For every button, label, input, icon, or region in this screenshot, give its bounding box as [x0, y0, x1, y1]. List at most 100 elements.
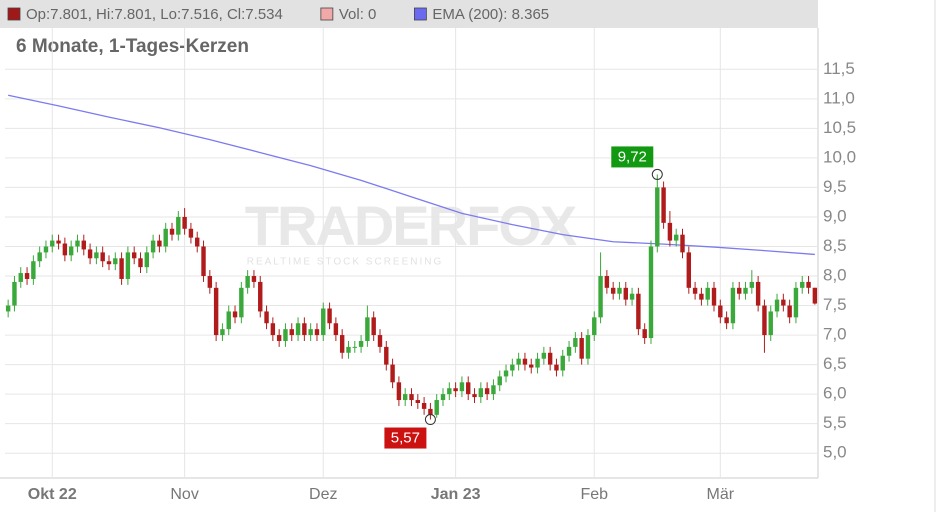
candle-body — [245, 276, 250, 288]
candle-body — [800, 281, 805, 288]
candle-body — [50, 240, 55, 247]
candle-body — [510, 364, 515, 371]
candle-body — [459, 382, 465, 392]
annotation-label: 9,72 — [618, 148, 647, 165]
candle-body — [94, 252, 99, 259]
watermark-subtitle: REALTIME STOCK SCREENING — [247, 257, 444, 268]
candle-body — [201, 246, 206, 277]
x-tick-label: Dez — [309, 486, 337, 503]
legend-swatch — [320, 7, 334, 21]
candle-body — [415, 400, 421, 403]
candle-body — [699, 293, 704, 300]
candle-body — [529, 364, 534, 368]
candle-body — [333, 323, 339, 336]
candle-body — [276, 335, 282, 341]
candle-body — [37, 252, 42, 262]
x-tick-label: Nov — [170, 486, 198, 503]
candle-body — [535, 358, 540, 368]
candle-body — [686, 252, 692, 288]
candle-body — [169, 228, 175, 235]
x-tick-label: Mär — [707, 486, 735, 503]
candle-body — [491, 385, 496, 395]
candle-body — [497, 376, 502, 386]
candle-body — [730, 287, 736, 324]
candle-body — [308, 329, 313, 336]
candle-body — [617, 287, 622, 294]
candle-body — [585, 335, 591, 359]
candle-body — [258, 281, 263, 312]
candle-body — [346, 346, 351, 353]
legend-label: Op:7.801, Hi:7.801, Lo:7.516, Cl:7.534 — [26, 6, 283, 23]
y-tick-label: 8,0 — [823, 265, 847, 284]
candle-body — [163, 228, 168, 247]
candle-body — [516, 358, 521, 365]
candle-body — [629, 293, 635, 300]
candle-body — [579, 338, 584, 359]
candle-body — [610, 287, 616, 294]
candle-body — [314, 329, 320, 336]
candle-body — [503, 370, 509, 377]
candle-body — [636, 293, 641, 330]
candle-body — [327, 308, 332, 324]
candle-body — [434, 400, 439, 415]
candle-body — [743, 287, 748, 294]
candle-body — [428, 408, 433, 415]
legend-swatch — [7, 7, 21, 21]
candle-body — [484, 388, 490, 395]
candle-body — [793, 287, 799, 318]
candle-body — [768, 311, 773, 336]
candle-body — [226, 311, 231, 330]
x-tick-label: Jan 23 — [431, 486, 481, 503]
extreme-marker — [651, 168, 663, 180]
y-tick-label: 9,5 — [823, 177, 847, 196]
y-tick-label: 5,0 — [823, 443, 847, 462]
candle-body — [623, 287, 628, 300]
candle-body — [144, 252, 150, 268]
candle-body — [81, 240, 86, 250]
candle-body — [453, 388, 458, 392]
candle-body — [321, 308, 326, 336]
candle-body — [806, 281, 811, 288]
y-tick-label: 11,5 — [823, 59, 855, 78]
y-tick-label: 8,5 — [823, 236, 847, 255]
candle-body — [554, 364, 559, 371]
candle-body — [176, 216, 181, 235]
candle-body — [119, 258, 124, 279]
legend-swatch — [413, 7, 427, 21]
annotation-box — [611, 146, 654, 168]
y-tick-label: 5,5 — [823, 413, 847, 432]
annotation-label: 5,57 — [391, 429, 420, 446]
y-tick-label: 6,0 — [823, 384, 847, 403]
candle-body — [295, 323, 301, 336]
candle-body — [232, 311, 238, 318]
candle-body — [680, 234, 685, 253]
y-tick-label: 7,0 — [823, 325, 847, 344]
candle-body — [5, 305, 11, 312]
candle-body — [62, 243, 68, 256]
candle-body — [283, 329, 288, 341]
candle-body — [56, 240, 61, 244]
extreme-marker — [424, 414, 436, 426]
candle-body — [472, 394, 477, 398]
candle-body — [705, 287, 710, 300]
candle-body — [12, 281, 17, 306]
candle-body — [648, 246, 654, 339]
candle-body — [642, 329, 647, 339]
x-tick-label: Okt 22 — [28, 486, 77, 503]
annotation-box — [384, 427, 427, 449]
candle-body — [673, 234, 679, 241]
candle-body — [711, 287, 717, 306]
candle-body — [384, 346, 389, 365]
candle-body — [604, 276, 610, 288]
candle-body — [409, 394, 414, 401]
y-tick-label: 7,5 — [823, 295, 847, 314]
candle-body — [598, 276, 603, 318]
candle-body — [339, 335, 345, 353]
candle-body — [566, 346, 572, 356]
candle-body — [478, 388, 484, 398]
candle-body — [113, 258, 118, 265]
candle-body — [447, 388, 452, 395]
candle-body — [251, 276, 257, 282]
